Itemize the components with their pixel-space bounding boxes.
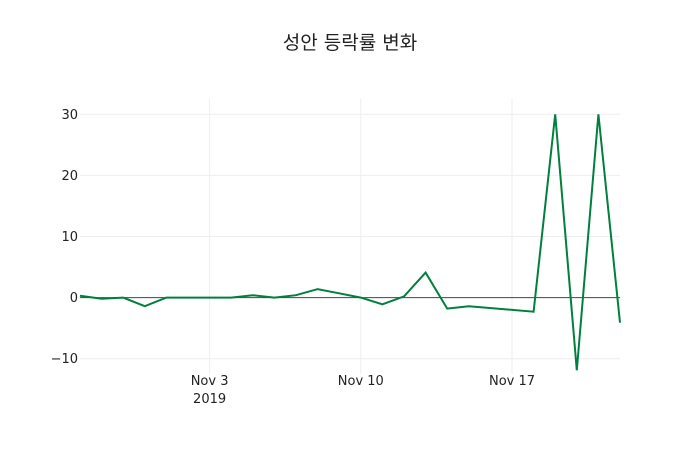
series-line xyxy=(79,114,621,371)
y-tick-label: −10 xyxy=(51,352,78,367)
y-tick-label: 10 xyxy=(61,230,78,245)
y-tick-label: 20 xyxy=(61,169,78,184)
gridlines xyxy=(80,99,620,374)
x-tick-label: Nov 3 xyxy=(191,374,229,389)
y-tick-label: 30 xyxy=(61,108,78,123)
y-tick-label: 0 xyxy=(70,291,78,306)
chart-title: 성안 등락률 변화 xyxy=(283,32,417,54)
x-tick-label: Nov 17 xyxy=(489,374,535,389)
data-series xyxy=(79,114,621,371)
x-tick-year-label: 2019 xyxy=(193,392,226,407)
axes: Nov 3 2019 Nov 10 Nov 17 30 20 10 0 −10 xyxy=(51,108,535,407)
x-tick-label: Nov 10 xyxy=(338,374,384,389)
